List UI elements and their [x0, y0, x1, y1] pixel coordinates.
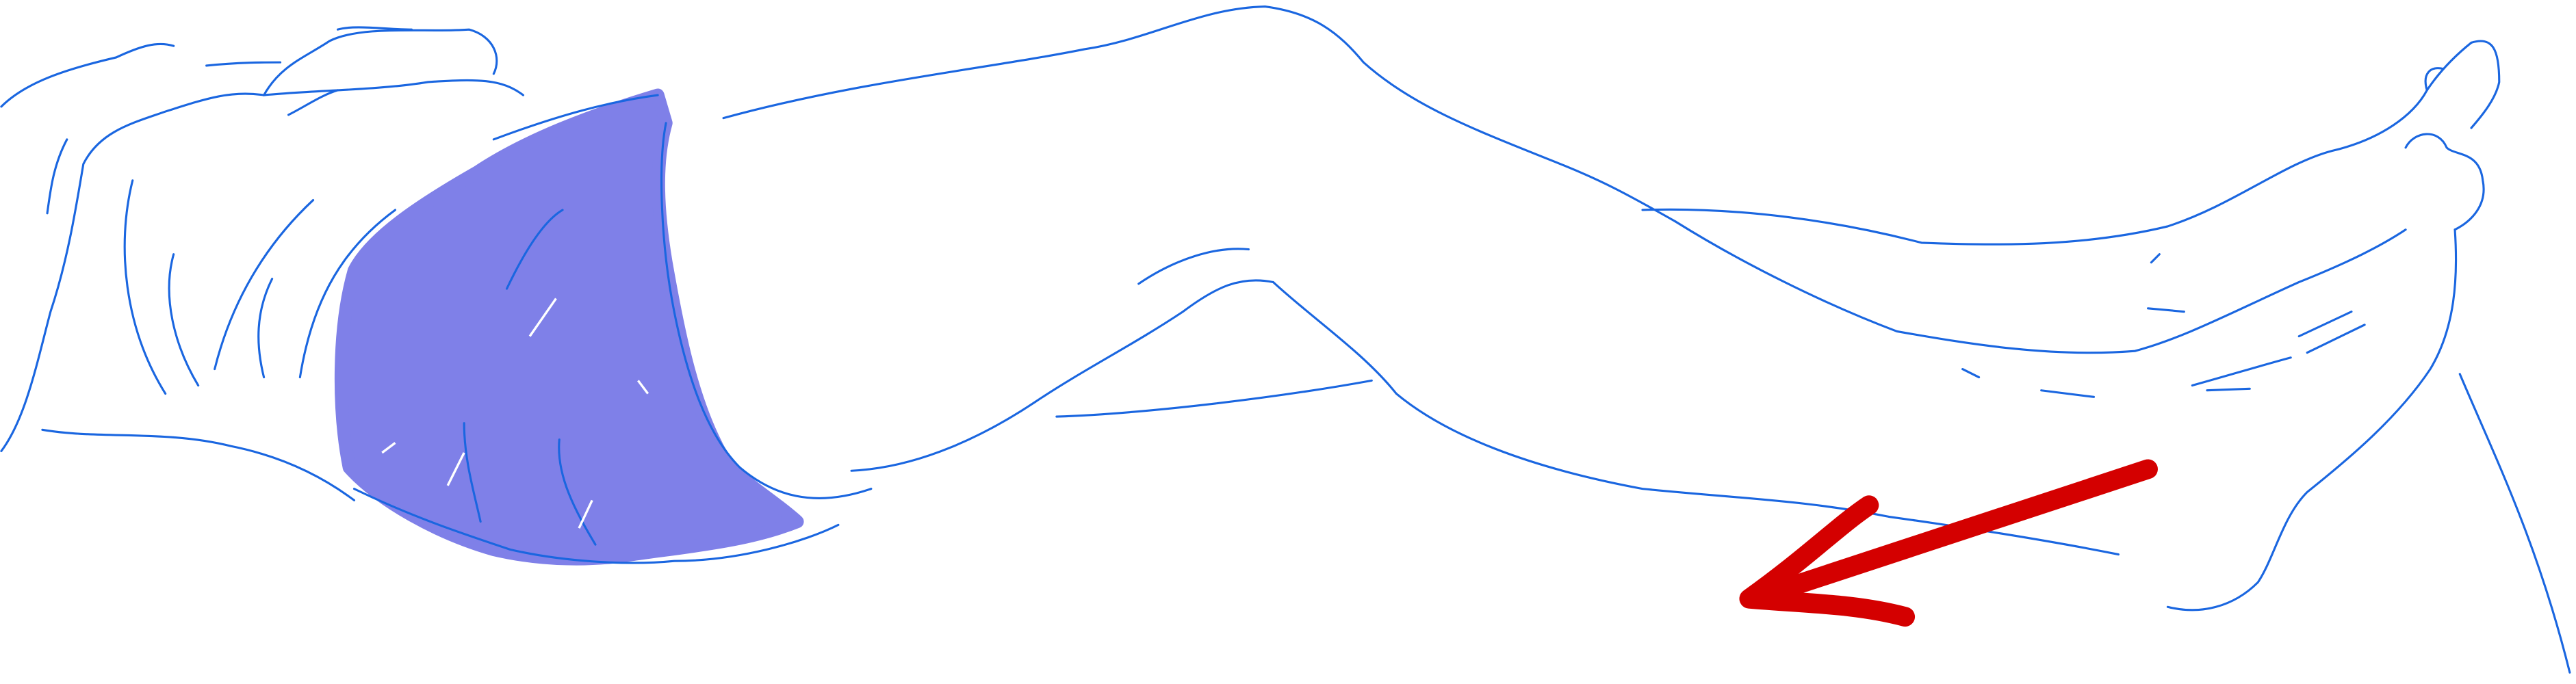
fold-line — [505, 209, 564, 290]
arrow-shaft — [1744, 459, 2158, 609]
knee-top — [1137, 248, 1250, 285]
thigh-top — [722, 5, 1677, 223]
arrow — [1739, 459, 2158, 627]
purple-fill — [334, 88, 804, 566]
heel — [2166, 228, 2458, 611]
sole-details — [1961, 253, 2366, 398]
hand — [205, 26, 498, 116]
leg-outline — [660, 5, 2571, 674]
body-fold — [46, 138, 397, 395]
back-leg — [1055, 379, 1373, 418]
highlight — [381, 298, 649, 529]
arrow-head — [1739, 495, 1916, 627]
hip-bottom — [352, 488, 840, 564]
ankle-line — [2458, 373, 2571, 674]
fold-line — [558, 438, 597, 546]
waist-line — [41, 428, 356, 501]
fold-line — [463, 422, 482, 523]
shin-top — [1641, 41, 2473, 246]
thigh-bottom — [660, 122, 873, 499]
hip-line — [0, 79, 525, 453]
knee-underside — [850, 279, 1274, 472]
shaded-thigh — [334, 88, 804, 566]
fold-line — [492, 94, 659, 141]
torso-outline — [0, 26, 840, 564]
foot-toes — [2404, 40, 2501, 231]
arm-line — [0, 42, 175, 108]
second-shin — [1674, 220, 2407, 354]
